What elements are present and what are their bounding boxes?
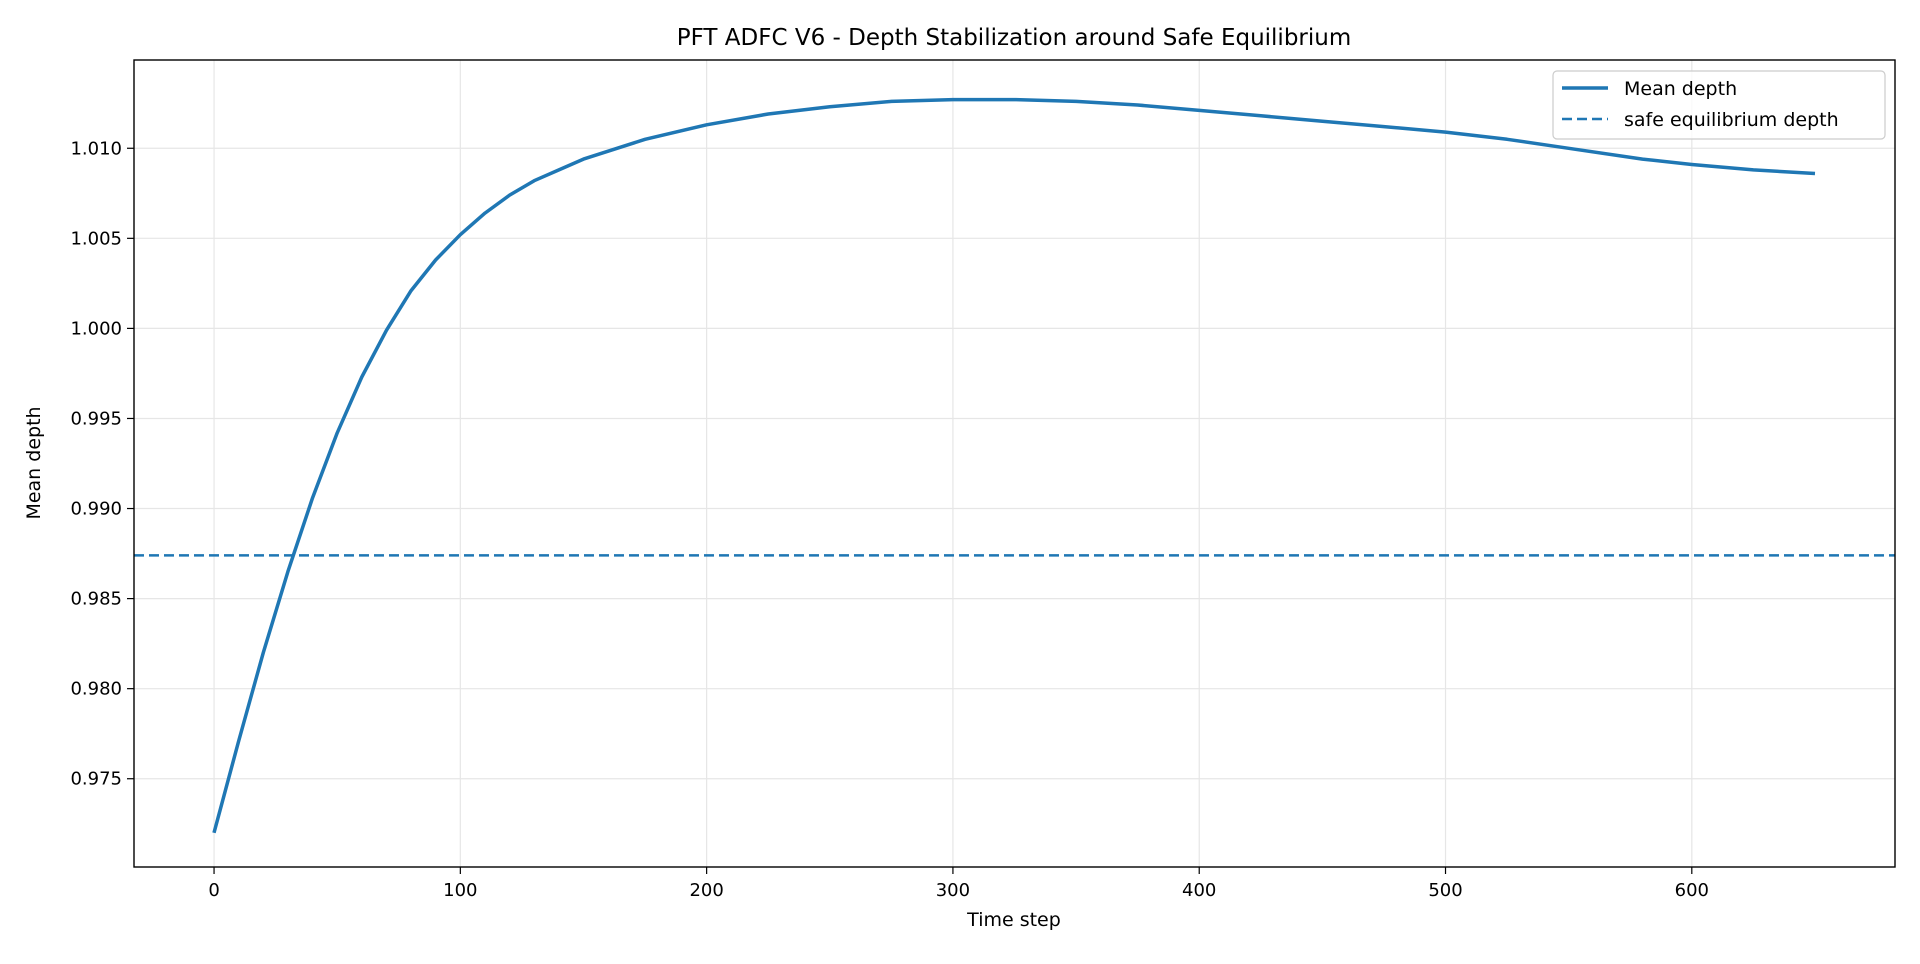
y-tick-label: 0.980 [70, 679, 122, 700]
x-tick-label: 400 [1182, 880, 1216, 901]
y-axis-label: Mean depth [23, 406, 45, 519]
legend-label-safe-equilibrium: safe equilibrium depth [1624, 109, 1839, 131]
x-tick-label: 600 [1675, 880, 1709, 901]
y-tick-label: 1.000 [70, 318, 122, 339]
x-tick-label: 100 [443, 880, 477, 901]
x-tick-label: 200 [689, 880, 723, 901]
legend-box [1552, 70, 1886, 140]
y-tick-label: 0.985 [70, 589, 122, 610]
legend: Mean depth safe equilibrium depth [1552, 70, 1886, 140]
y-tick-label: 0.995 [70, 408, 122, 429]
y-tick-label: 0.975 [70, 769, 122, 790]
x-tick-label: 300 [936, 880, 970, 901]
x-tick-label: 0 [208, 880, 219, 901]
x-tick-label: 500 [1428, 880, 1462, 901]
y-tick-label: 1.005 [70, 228, 122, 249]
legend-label-mean-depth: Mean depth [1624, 78, 1737, 100]
chart-title: PFT ADFC V6 - Depth Stabilization around… [677, 25, 1352, 51]
plot-area [134, 97, 1895, 834]
y-tick-label: 0.990 [70, 499, 122, 520]
series-line-mean-depth [212, 97, 1816, 834]
x-axis-label: Time step [966, 909, 1061, 931]
axis-ticks: 0 100 200 300 400 500 600 0.975 0.980 0.985 0.990 0… [70, 138, 1709, 901]
y-tick-label: 1.010 [70, 138, 122, 159]
plot-frame [133, 59, 1896, 868]
grid [134, 60, 1895, 867]
